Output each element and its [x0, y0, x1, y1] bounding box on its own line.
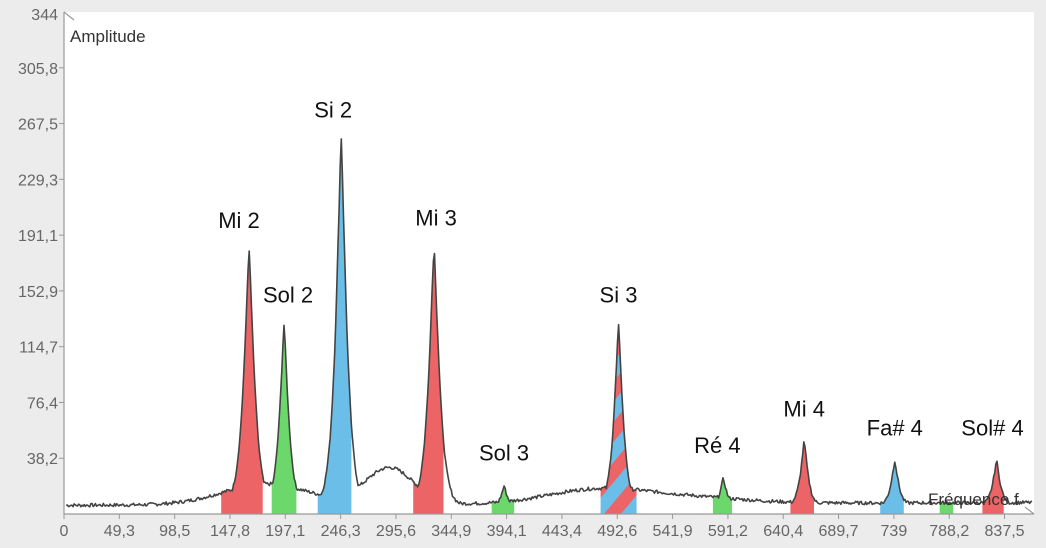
x-tick-label: 344,9 [431, 523, 471, 540]
x-tick-label: 443,4 [542, 523, 582, 540]
note-label-sol-4: Sol# 4 [961, 415, 1023, 440]
spectrum-line [66, 138, 1033, 508]
y-tick-label: 114,7 [19, 340, 58, 357]
note-label-mi-4: Mi 4 [783, 396, 825, 421]
x-tick-label: 640,4 [763, 523, 803, 540]
y-axis-title: Amplitude [70, 27, 146, 46]
note-band-mi-4 [790, 441, 814, 514]
y-tick-label: 152,9 [18, 284, 58, 301]
y-tick-label: 305,8 [18, 61, 58, 78]
note-label-sol-3: Sol 3 [479, 440, 529, 465]
x-tick-label: 394,1 [487, 523, 527, 540]
spectrum-curve-group [66, 138, 1033, 508]
y-tick-label: 38,2 [27, 451, 58, 468]
note-band-sol-3 [491, 486, 515, 514]
x-tick-label: 295,6 [376, 523, 416, 540]
note-label-r-4: Ré 4 [694, 433, 740, 458]
note-labels: Mi 2 Sol 2 Si 2 Mi 3 Sol 3 Si 3 Ré 4 Mi 4 Fa# 4 S… [218, 97, 1023, 465]
x-axis-arrow [1024, 506, 1035, 515]
note-label-mi-3: Mi 3 [415, 205, 457, 230]
x-tick-label: 246,3 [321, 523, 361, 540]
y-axis-arrow [63, 11, 75, 21]
y-tick-label: 229,3 [18, 172, 58, 189]
x-axis-title: Fréquence f [928, 490, 1019, 509]
y-tick-label: 76,4 [27, 395, 58, 412]
x-tick-label: 541,9 [653, 523, 693, 540]
tick-labels: 0 49,3 98,5 147,8 197,1 246,3 295,6 344,9 394,1 4… [18, 7, 1025, 540]
note-label-mi-2: Mi 2 [218, 208, 260, 233]
note-label-fa-4: Fa# 4 [867, 415, 923, 440]
note-label-si-3: Si 3 [600, 283, 638, 308]
note-band-si-3 [600, 324, 637, 514]
x-tick-label: 147,8 [210, 523, 250, 540]
note-band-extra [939, 501, 954, 514]
note-band-fa-4 [880, 462, 904, 514]
x-tick-label: 689,7 [819, 523, 859, 540]
x-tick-label: 0 [60, 523, 69, 540]
note-band-r-4 [712, 477, 732, 514]
x-tick-label: 739 [881, 523, 908, 540]
x-tick-label: 49,3 [104, 523, 135, 540]
x-tick-label: 492,6 [597, 523, 637, 540]
y-tick-label: 191,1 [18, 228, 58, 245]
y-tick-label: 267,5 [18, 117, 58, 134]
x-tick-label: 98,5 [159, 523, 190, 540]
x-tick-label: 788,2 [929, 523, 969, 540]
note-band-sol-2 [271, 325, 297, 514]
note-label-sol-2: Sol 2 [263, 283, 313, 308]
x-tick-label: 591,2 [708, 523, 748, 540]
y-tick-label-top: 344 [31, 7, 58, 24]
axes [63, 11, 1035, 515]
x-tick-label: 197,1 [265, 523, 305, 540]
x-tick-label: 837,5 [985, 523, 1025, 540]
plot-background [64, 12, 1034, 514]
note-band-mi-2 [221, 251, 263, 514]
note-label-si-2: Si 2 [314, 97, 352, 122]
note-band-si-2 [317, 138, 352, 514]
